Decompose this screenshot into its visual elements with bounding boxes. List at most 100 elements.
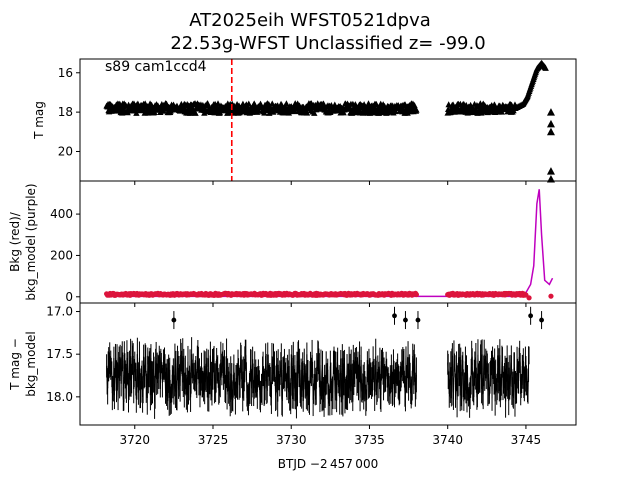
- connector: [336, 362, 339, 365]
- connector: [501, 360, 504, 388]
- y-tick-label: 0: [65, 290, 73, 304]
- connector: [199, 378, 202, 382]
- connector: [205, 377, 207, 382]
- connector: [479, 359, 482, 380]
- connector: [279, 376, 281, 379]
- connector: [117, 364, 120, 401]
- connector: [456, 378, 459, 400]
- connector: [218, 379, 221, 394]
- connector: [302, 386, 305, 401]
- y-axis-label-line-1: T mag −: [8, 338, 22, 391]
- connector: [451, 355, 454, 392]
- connector: [395, 375, 398, 378]
- connector: [447, 371, 450, 381]
- connector: [495, 382, 498, 392]
- connector: [461, 365, 463, 399]
- connector: [377, 368, 379, 371]
- connector: [520, 385, 522, 394]
- connector: [120, 357, 123, 384]
- connector: [285, 369, 288, 386]
- connector: [107, 366, 109, 389]
- connector: [385, 361, 388, 368]
- connector: [518, 356, 520, 381]
- detrended-outlier-point: [403, 317, 408, 323]
- connector: [500, 361, 503, 385]
- y-tick-label: 16: [58, 66, 73, 80]
- connector: [316, 354, 319, 371]
- connector: [206, 357, 208, 387]
- connector: [307, 377, 309, 398]
- connector: [124, 368, 126, 375]
- connector: [410, 392, 412, 394]
- connector: [245, 355, 247, 372]
- detrended-series-segment-1: [106, 337, 417, 419]
- tmag-point: [542, 64, 549, 71]
- y-axis-label-line-1: Bkg (red)/: [8, 211, 22, 272]
- tmag-point: [413, 106, 420, 113]
- chart-title: AT2025eih WFST0521dpva: [189, 10, 431, 31]
- connector: [412, 356, 414, 360]
- connector: [508, 367, 511, 389]
- connector: [329, 366, 332, 378]
- connector: [249, 365, 252, 388]
- connector: [371, 379, 373, 390]
- connector: [191, 354, 193, 369]
- connector: [106, 365, 108, 382]
- connector: [358, 373, 360, 383]
- x-tick-label: 3745: [511, 433, 542, 447]
- connector: [488, 395, 490, 397]
- connector: [262, 368, 265, 376]
- connector: [271, 356, 273, 371]
- connector: [492, 354, 494, 368]
- connector: [180, 357, 183, 363]
- connector: [187, 385, 190, 396]
- connector: [123, 354, 126, 369]
- connector: [509, 364, 512, 385]
- connector: [327, 369, 329, 400]
- bkg-end-point: [548, 293, 554, 299]
- connector: [140, 385, 142, 395]
- connector: [378, 378, 380, 383]
- connector: [228, 371, 231, 397]
- connector: [481, 354, 484, 395]
- connector: [326, 372, 328, 384]
- connector: [335, 366, 337, 385]
- connector: [110, 364, 112, 367]
- connector: [500, 384, 502, 389]
- connector: [489, 366, 492, 374]
- connector: [256, 376, 259, 392]
- connector: [137, 376, 140, 393]
- y-axis-label: T mag: [32, 101, 46, 140]
- connector: [253, 389, 255, 394]
- connector: [280, 360, 283, 399]
- detrended-outlier-point: [392, 313, 397, 319]
- connector: [332, 362, 334, 393]
- y-tick-label: 20: [58, 144, 73, 158]
- connector: [312, 395, 315, 400]
- x-tick-label: 3735: [354, 433, 385, 447]
- connector: [311, 354, 314, 370]
- connector: [453, 361, 456, 367]
- connector: [470, 357, 473, 377]
- connector: [237, 357, 240, 367]
- x-tick-label: 3720: [119, 433, 150, 447]
- connector: [183, 383, 186, 393]
- connector: [372, 362, 375, 372]
- connector: [340, 358, 342, 388]
- connector: [411, 356, 414, 386]
- connector: [328, 393, 330, 398]
- connector: [519, 356, 521, 363]
- connector: [138, 357, 141, 391]
- connector: [274, 365, 276, 376]
- connector: [397, 381, 400, 384]
- connector: [259, 393, 262, 397]
- connector: [403, 366, 405, 380]
- connector: [136, 354, 139, 375]
- connector: [393, 383, 396, 391]
- connector: [366, 360, 369, 374]
- connector: [408, 372, 410, 390]
- connector: [522, 360, 525, 389]
- connector: [223, 366, 226, 389]
- connector: [392, 387, 394, 390]
- connector: [315, 366, 318, 389]
